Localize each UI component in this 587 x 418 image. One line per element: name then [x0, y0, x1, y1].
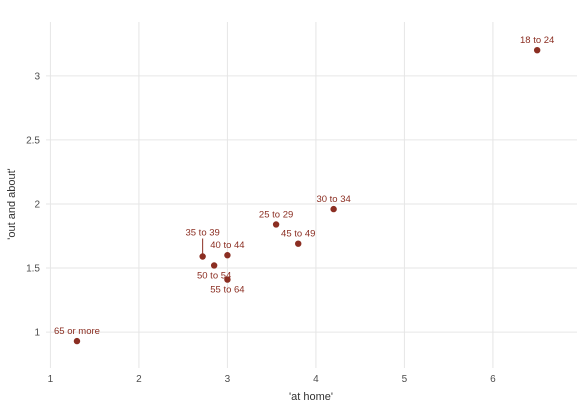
y-tick-label: 2.5	[26, 135, 40, 146]
point-label: 35 to 39	[185, 228, 219, 239]
x-tick-label: 1	[48, 374, 54, 385]
point-label: 18 to 24	[520, 35, 554, 46]
data-point	[295, 240, 302, 247]
point-label: 50 to 54	[197, 270, 231, 281]
data-point	[73, 337, 81, 345]
point-label: 45 to 49	[281, 229, 315, 240]
point-label: 30 to 34	[316, 194, 350, 205]
tick-labels: 1 2 3 4 5 6 1 1.5 2 2.5 3	[26, 71, 496, 385]
data-point	[224, 276, 231, 283]
x-axis-title: 'at home'	[289, 391, 333, 403]
data-point	[224, 252, 231, 259]
y-axis-title: 'out and about'	[6, 168, 18, 239]
point-label: 40 to 44	[210, 240, 244, 251]
point-label: 65 or more	[54, 326, 100, 337]
y-tick-label: 3	[34, 71, 40, 82]
y-tick-label: 1.5	[26, 264, 40, 275]
data-point	[330, 205, 337, 213]
y-tick-label: 2	[34, 199, 40, 210]
x-tick-label: 4	[313, 374, 319, 385]
data-point	[210, 262, 218, 269]
x-tick-label: 2	[136, 374, 142, 385]
data-point	[533, 46, 541, 54]
point-label: 55 to 64	[210, 285, 244, 296]
x-tick-label: 3	[225, 374, 231, 385]
data-point	[199, 253, 206, 260]
y-tick-label: 1	[34, 328, 40, 339]
data-point	[272, 221, 280, 228]
x-tick-label: 5	[402, 374, 408, 385]
x-tick-label: 6	[490, 374, 496, 385]
point-label: 25 to 29	[259, 209, 293, 220]
grid	[46, 22, 577, 368]
